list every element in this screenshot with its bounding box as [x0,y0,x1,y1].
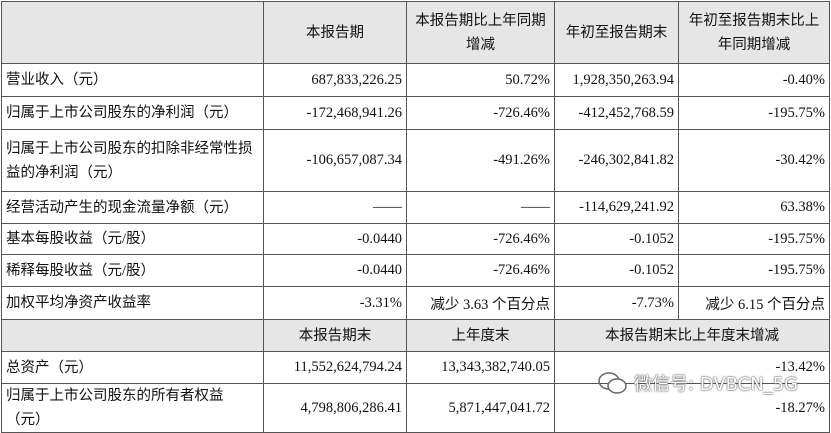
value-cell: -195.75% [678,254,830,287]
value-cell: -0.0440 [263,254,407,287]
value-cell: 减少 3.63 个百分点 [406,286,555,320]
value-cell: -0.1052 [554,254,679,287]
value-cell: -3.31% [263,286,407,320]
header-cell: 本报告期比上年同期增减 [406,1,555,64]
table-row: 营业收入（元） 687,833,226.25 50.72% 1,928,350,263… [1,63,830,97]
value-cell: —— [263,191,407,224]
value-cell: -246,302,841.82 [554,129,679,192]
value-cell: -0.1052 [554,223,679,255]
value-cell: -412,452,768.59 [554,96,679,130]
value-cell: 63.38% [678,191,830,224]
value-cell: 13,343,382,740.05 [406,351,555,384]
value-cell: 687,833,226.25 [263,63,407,97]
row-label: 营业收入（元） [1,63,264,97]
table-row: 基本每股收益（元/股） -0.0440 -726.46% -0.1052 -195.75… [1,223,830,255]
row-label: 加权平均净资产收益率 [1,286,264,320]
value-cell: -0.0440 [263,223,407,255]
header-cell: 本报告期末 [263,319,407,352]
header-cell: 年初至报告期末比上年同期增减 [678,1,830,64]
value-cell: -106,657,087.34 [263,129,407,192]
value-cell: 11,552,624,794.24 [263,351,407,384]
header-cell [1,319,264,352]
header-row: 本报告期末 上年度末 本报告期末比上年度末增减 [1,319,830,352]
row-label: 归属于上市公司股东的净利润（元） [1,96,264,130]
value-cell: -195.75% [678,96,830,130]
value-cell: -726.46% [406,254,555,287]
header-cell [1,1,264,64]
value-cell: 5,871,447,041.72 [406,383,555,433]
row-label: 归属于上市公司股东的所有者权益（元） [1,383,264,433]
value-cell: -195.75% [678,223,830,255]
wechat-icon [598,372,627,394]
header-cell: 年初至报告期末 [554,1,679,64]
value-cell: -114,629,241.92 [554,191,679,224]
header-row: 本报告期 本报告期比上年同期增减 年初至报告期末 年初至报告期末比上年同期增减 [1,1,830,64]
row-label: 稀释每股收益（元/股） [1,254,264,287]
table-row: 归属于上市公司股东的净利润（元） -172,468,941.26 -726.46% -… [1,96,830,130]
value-cell: 50.72% [406,63,555,97]
value-cell: -726.46% [406,223,555,255]
row-label: 基本每股收益（元/股） [1,223,264,255]
header-cell: 本报告期 [263,1,407,64]
value-cell: -172,468,941.26 [263,96,407,130]
value-cell: 4,798,806,286.41 [263,383,407,433]
value-cell: -491.26% [406,129,555,192]
value-cell: -0.40% [678,63,830,97]
value-cell: -726.46% [406,96,555,130]
header-cell: 上年度末 [406,319,555,352]
header-cell: 本报告期末比上年度末增减 [554,319,830,352]
watermark-text: 微信号: DVBCN_5G [634,374,799,395]
table-row: 加权平均净资产收益率 -3.31% 减少 3.63 个百分点 -7.73% 减少 6.1… [1,286,830,320]
table-row: 稀释每股收益（元/股） -0.0440 -726.46% -0.1052 -195.75… [1,254,830,287]
value-cell: 1,928,350,263.94 [554,63,679,97]
row-label: 总资产（元） [1,351,264,384]
value-cell: -30.42% [678,129,830,192]
table-row: 经营活动产生的现金流量净额（元） —— —— -114,629,241.92 63.38… [1,191,830,224]
table-row: 总资产（元） 11,552,624,794.24 13,343,382,740.05… [1,351,830,384]
value-cell: —— [406,191,555,224]
row-label: 经营活动产生的现金流量净额（元） [1,191,264,224]
value-cell: -7.73% [554,286,679,320]
row-label: 归属于上市公司股东的扣除非经常性损益的净利润（元） [1,129,264,192]
watermark: 微信号: DVBCN_5G [598,370,798,396]
value-cell: 减少 6.15 个百分点 [678,286,830,320]
table-row: 归属于上市公司股东的扣除非经常性损益的净利润（元） -106,657,087.34… [1,129,830,192]
